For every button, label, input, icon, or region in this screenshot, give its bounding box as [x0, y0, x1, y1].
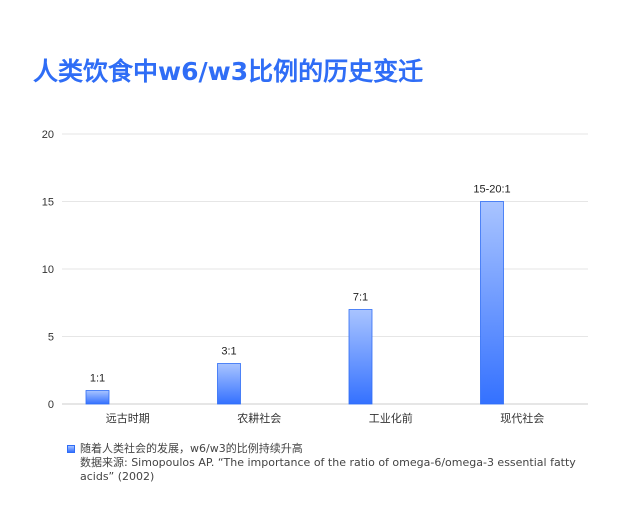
y-tick-label: 5: [48, 332, 54, 344]
y-tick-label: 20: [42, 129, 54, 141]
bar: [85, 390, 110, 405]
data-label: 15-20:1: [473, 184, 510, 196]
legend: 随着人类社会的发展，w6/w3的比例持续升高 数据来源: Simopoulos …: [67, 442, 587, 484]
bar: [348, 309, 373, 405]
x-tick-label: 农耕社会: [237, 411, 281, 425]
chart-title: 人类饮食中w6/w3比例的历史变迁: [33, 57, 424, 86]
data-label: 3:1: [221, 346, 236, 358]
x-tick-label: 现代社会: [500, 411, 544, 425]
bar: [217, 363, 241, 405]
x-tick-label: 远古时期: [106, 412, 150, 425]
data-source-note: 数据来源: Simopoulos AP. “The importance of …: [80, 456, 576, 483]
legend-swatch: [67, 445, 75, 453]
x-tick-label: 工业化前: [369, 411, 413, 425]
legend-series-label: 随着人类社会的发展，w6/w3的比例持续升高: [80, 442, 303, 455]
y-tick-label: 10: [42, 264, 54, 276]
bar: [480, 201, 504, 405]
data-label: 1:1: [90, 373, 105, 385]
data-label: 7:1: [353, 292, 368, 304]
y-tick-label: 0: [48, 399, 54, 411]
y-tick-label: 15: [42, 197, 54, 209]
